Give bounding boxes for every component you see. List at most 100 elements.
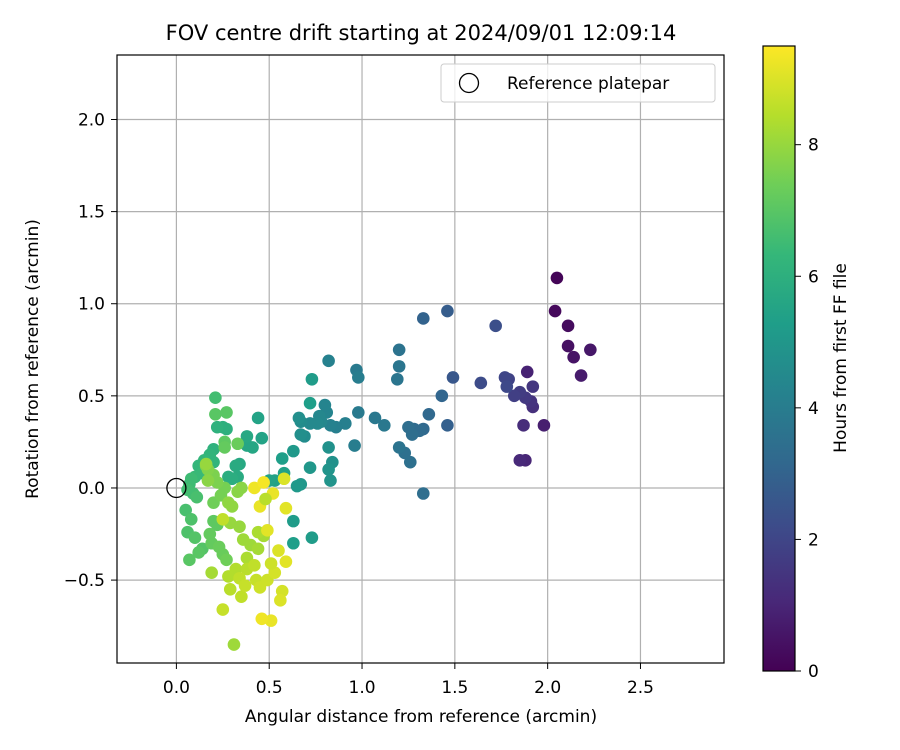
data-point [305,372,319,386]
data-point [574,369,588,382]
data-point [274,594,287,607]
data-point [561,339,575,353]
data-point [422,407,436,421]
reference-marker-group [166,477,187,499]
data-point [392,441,406,454]
data-point [235,590,248,603]
data-point [231,485,244,498]
y-axis-label: Rotation from reference (arcmin) [23,219,43,499]
colorbar-tick-label: 8 [808,136,819,156]
data-point [513,454,527,467]
data-point [227,638,241,651]
data-point [392,343,406,357]
data-point [216,603,230,616]
x-tick-label: 0.5 [256,678,283,698]
data-point [257,476,270,489]
data-point [548,304,562,318]
data-point [526,380,540,393]
data-point [233,520,246,533]
colorbar-tick-label: 6 [808,267,819,287]
y-tick-label: 1.0 [78,295,105,315]
plot-frame [116,54,725,664]
data-point [294,428,308,441]
data-point [209,391,222,404]
data-points [179,271,597,651]
data-point [517,419,530,432]
data-point [223,583,237,596]
data-point [183,553,196,567]
y-tick-label: −0.5 [64,571,105,591]
x-tick-label: 0.0 [163,678,190,698]
x-tick-label: 2.0 [534,678,561,698]
data-point [205,566,218,580]
data-point [435,389,449,403]
data-point [416,487,430,500]
data-point [222,470,235,484]
x-axis-label: Angular distance from reference (arcmin) [245,707,597,727]
colorbar-gradient [763,46,795,671]
data-point [550,271,564,285]
data-point [402,420,415,434]
colorbar-tick-label: 2 [808,530,819,550]
data-point [324,474,337,487]
data-point [446,371,460,384]
data-point [537,419,551,432]
data-point [352,371,365,384]
data-point [184,512,198,526]
data-point [272,544,285,557]
data-point [179,503,192,517]
data-point [322,463,335,476]
data-point [264,557,278,570]
data-point [240,430,254,443]
reference-platepar-marker [166,477,187,499]
data-point [216,512,230,526]
data-point [474,376,488,390]
data-point [403,455,417,469]
data-point [584,343,597,357]
data-point [520,365,534,379]
data-point [279,555,293,568]
data-point [507,389,521,403]
data-point [378,419,391,432]
data-point [489,319,502,333]
data-point [322,441,335,454]
y-tick-label: 0.5 [78,387,105,407]
data-point [368,411,382,425]
data-point [238,579,252,592]
data-point [255,431,269,445]
data-point [199,457,213,471]
data-point [441,304,454,318]
data-point [303,396,317,410]
y-tick-label: 2.0 [78,110,105,130]
legend-label: Reference platepar [507,74,669,94]
data-point [251,411,265,425]
data-point [201,474,215,487]
x-axis-ticks: 0.0 0.5 1.0 1.5 2.0 2.5 [163,663,654,698]
data-point [220,406,233,419]
colorbar-ticks: 0 2 4 6 8 [795,136,819,682]
data-point [287,536,300,550]
colorbar-frame [762,45,796,672]
data-point [248,559,261,572]
data-point [318,398,332,412]
data-point [352,406,365,419]
colorbar: 0 2 4 6 8 Hours from first FF file [762,45,851,682]
data-point [275,452,289,465]
colorbar-tick-label: 0 [808,662,819,682]
data-point [229,459,243,473]
data-point [231,437,244,451]
data-point [500,380,514,393]
legend: Reference platepar [440,63,716,103]
data-point [255,612,269,626]
data-point [192,546,205,559]
data-point [390,372,404,386]
data-point [259,492,272,506]
x-tick-label: 1.5 [441,678,468,698]
data-point [190,490,204,504]
grid-lines [117,55,724,663]
data-point [416,312,430,325]
data-point [292,411,306,425]
data-point [209,407,222,421]
data-point [218,441,231,454]
